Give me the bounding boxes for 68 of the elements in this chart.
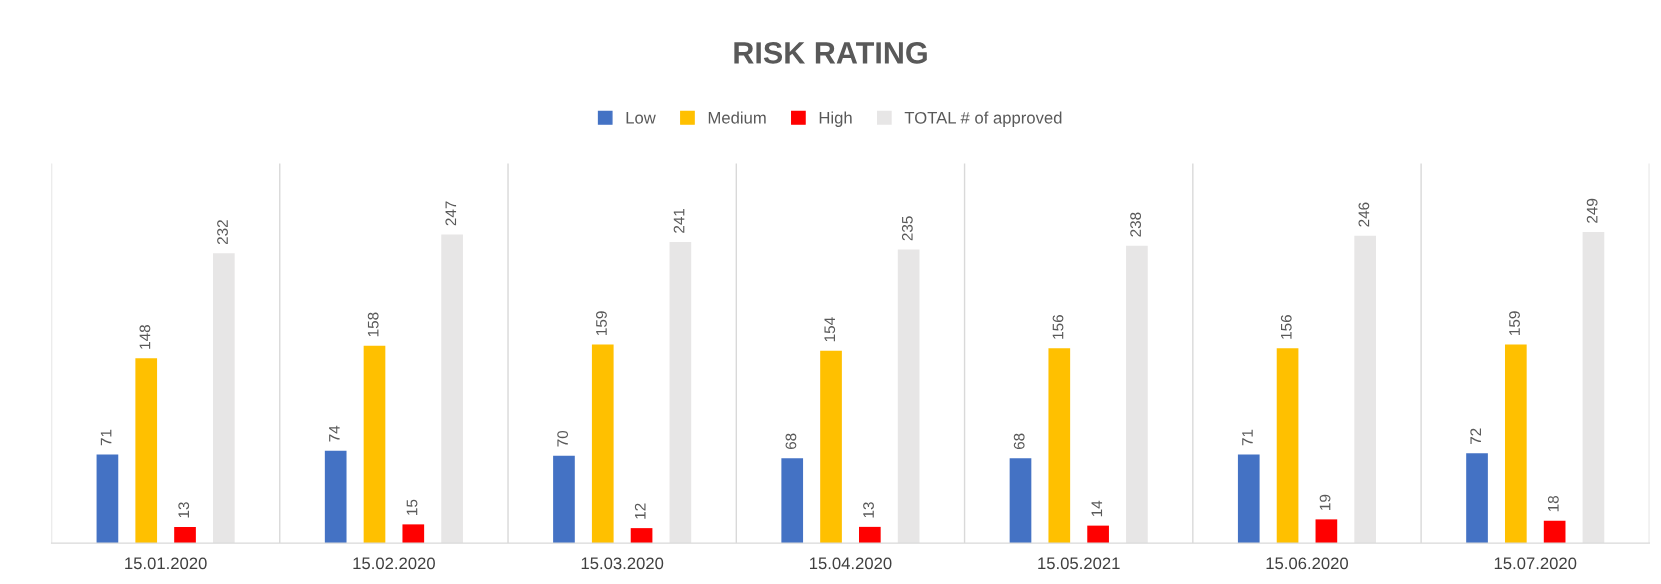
data-label: 13 bbox=[863, 502, 874, 518]
data-label: 159 bbox=[596, 311, 607, 335]
data-label: 158 bbox=[367, 312, 379, 337]
legend-label: TOTAL # of approved bbox=[904, 111, 1062, 127]
data-label: 14 bbox=[1091, 500, 1103, 517]
bar bbox=[441, 234, 463, 544]
data-label: 70 bbox=[557, 430, 569, 447]
x-tick-label: 15.02.2020 bbox=[353, 557, 435, 570]
data-label: 71 bbox=[1242, 429, 1253, 446]
data-label: 12 bbox=[634, 503, 646, 519]
bar bbox=[402, 524, 425, 544]
bar bbox=[135, 358, 158, 544]
chart-title: RISK RATING bbox=[734, 42, 927, 64]
bar bbox=[363, 345, 386, 544]
data-label: 68 bbox=[785, 433, 797, 450]
data-label: 68 bbox=[1013, 433, 1025, 450]
data-label: 235 bbox=[901, 216, 913, 241]
bar bbox=[897, 249, 920, 544]
bar bbox=[1126, 245, 1148, 544]
data-label: 249 bbox=[1586, 198, 1598, 223]
legend-label: Medium bbox=[708, 111, 766, 124]
bar bbox=[781, 458, 804, 544]
data-label: 238 bbox=[1130, 212, 1142, 237]
data-label: 74 bbox=[329, 425, 340, 442]
bar bbox=[858, 526, 881, 544]
data-label: 154 bbox=[824, 317, 836, 342]
data-label: 13 bbox=[178, 502, 190, 518]
bar bbox=[1466, 453, 1488, 544]
bar bbox=[1048, 348, 1071, 544]
bar bbox=[1354, 235, 1377, 544]
data-label: 148 bbox=[139, 325, 151, 349]
bar bbox=[1276, 348, 1299, 544]
data-label: 246 bbox=[1358, 202, 1370, 227]
bar bbox=[212, 253, 235, 544]
x-tick-label: 15.05.2021 bbox=[1038, 557, 1120, 570]
bar bbox=[1315, 519, 1338, 544]
x-tick-label: 15.07.2020 bbox=[1494, 557, 1577, 570]
data-label: 71 bbox=[100, 429, 112, 446]
data-label: 159 bbox=[1509, 311, 1520, 335]
legend-label: Low bbox=[626, 112, 656, 124]
data-label: 156 bbox=[1052, 315, 1064, 339]
bar bbox=[1543, 520, 1566, 544]
data-label: 156 bbox=[1280, 315, 1292, 339]
bar bbox=[591, 344, 614, 544]
data-label: 247 bbox=[445, 201, 457, 226]
x-tick-label: 15.01.2020 bbox=[125, 557, 207, 570]
bar bbox=[1237, 454, 1260, 544]
bar bbox=[96, 454, 119, 544]
data-label: 19 bbox=[1319, 494, 1331, 510]
bar bbox=[324, 450, 347, 544]
bar bbox=[1009, 458, 1032, 544]
bar bbox=[669, 241, 692, 544]
bar bbox=[553, 455, 575, 544]
bar bbox=[174, 526, 196, 544]
x-tick-label: 15.03.2020 bbox=[581, 557, 664, 570]
data-label: 18 bbox=[1547, 495, 1559, 512]
bar bbox=[1582, 231, 1605, 544]
data-label: 72 bbox=[1470, 428, 1481, 445]
data-label: 232 bbox=[217, 220, 228, 245]
bar bbox=[1504, 344, 1527, 544]
x-tick-label: 15.06.2020 bbox=[1266, 557, 1349, 570]
bar bbox=[820, 350, 842, 544]
x-tick-label: 15.04.2020 bbox=[810, 557, 892, 570]
bar bbox=[630, 528, 653, 544]
bar bbox=[1087, 525, 1109, 544]
legend-label: High bbox=[819, 111, 852, 127]
data-label: 241 bbox=[673, 208, 685, 233]
data-label: 15 bbox=[406, 499, 418, 515]
